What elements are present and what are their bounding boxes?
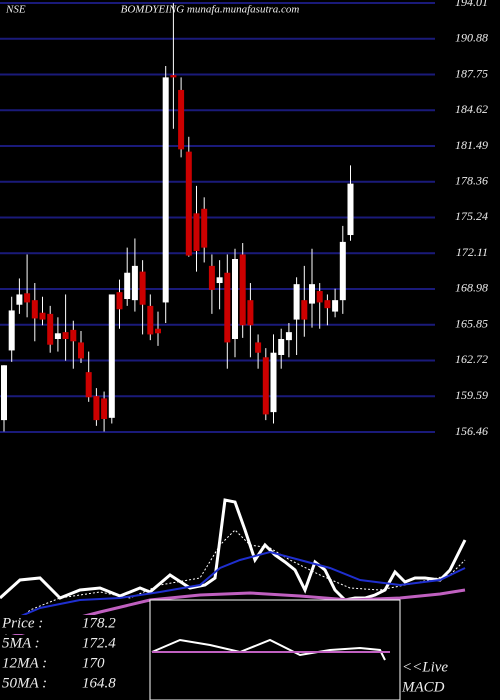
grid: 194.01 190.88 187.75 184.62 181.49 178.36 175.… — [0, 0, 488, 438]
stat-background — [0, 675, 148, 694]
stat-label: Price : — [1, 615, 43, 631]
candle-body — [162, 77, 169, 303]
y-tick-label: 184.62 — [455, 102, 488, 116]
candle-body — [301, 300, 308, 320]
candle-body — [285, 332, 292, 341]
chart-title: BOMDYEING munafa.munafasutra.com — [121, 4, 300, 16]
candle-body — [147, 305, 154, 335]
stat-value: 172.4 — [82, 635, 116, 651]
y-tick-label: 187.75 — [455, 66, 488, 80]
indicator-signal — [0, 529, 466, 641]
candle-body — [85, 372, 92, 398]
candle-body — [208, 265, 215, 290]
stat-value: 164.8 — [82, 675, 116, 691]
candle-body — [324, 300, 331, 309]
candle-body — [185, 151, 192, 256]
stat-value: 170 — [82, 655, 105, 671]
stat-background — [0, 635, 148, 654]
candle-body — [8, 310, 15, 351]
candle-body — [39, 312, 46, 320]
candle-body — [224, 272, 231, 343]
y-tick-label: 162.72 — [455, 352, 488, 366]
macd-box — [149, 599, 401, 700]
macd-label: MACD — [401, 679, 445, 695]
stat-background — [0, 655, 148, 674]
candle-body — [255, 342, 262, 353]
candle-body — [239, 254, 246, 326]
y-tick-label: 178.36 — [455, 174, 488, 188]
candle-body — [293, 284, 300, 320]
candle-body — [170, 75, 177, 78]
candle-body — [347, 183, 354, 236]
y-tick-label: 159.59 — [455, 388, 488, 402]
candle-body — [309, 284, 315, 304]
candle-body — [270, 352, 277, 413]
stat-label: 50MA : — [2, 675, 47, 691]
candle-body — [131, 265, 138, 301]
candle-body — [93, 396, 100, 421]
candle-body — [155, 328, 161, 334]
candle-body — [178, 89, 185, 150]
candle-body — [232, 259, 238, 340]
macd-line — [151, 638, 386, 661]
stat-background — [0, 615, 148, 634]
candle-body — [78, 342, 84, 359]
candle-body — [47, 313, 54, 345]
indicator-line — [0, 498, 467, 602]
candle-body — [24, 293, 31, 303]
candle-body — [262, 357, 269, 415]
candle-body — [16, 294, 23, 305]
candle-body — [108, 294, 115, 418]
stat-label: 12MA : — [2, 655, 47, 671]
stat-value: 178.2 — [82, 615, 116, 631]
candle-body — [278, 339, 285, 355]
y-tick-label: 175.24 — [455, 209, 488, 223]
candle-body — [31, 300, 38, 319]
y-tick-label: 181.49 — [455, 138, 488, 152]
y-tick-label: 165.85 — [455, 316, 488, 330]
candle-body — [193, 213, 200, 252]
candle-body — [339, 241, 346, 301]
y-tick-label: 156.46 — [455, 424, 488, 438]
candle-body — [332, 300, 339, 312]
candle-body — [216, 277, 223, 284]
candle-body — [116, 292, 123, 310]
y-tick-label: 190.88 — [455, 31, 488, 45]
candle-body — [70, 329, 77, 342]
y-tick-label: 172.11 — [456, 245, 488, 259]
stat-label: 5MA : — [2, 635, 40, 651]
candle-body — [1, 365, 7, 421]
candle-body — [201, 208, 208, 248]
y-tick-label: 168.98 — [455, 281, 488, 295]
candle-body — [139, 271, 146, 305]
y-tick-label: 194.01 — [455, 0, 488, 9]
candle-body — [62, 332, 69, 340]
candles — [1, 3, 354, 432]
candle-body — [124, 272, 131, 300]
candle-body — [247, 300, 254, 326]
macd-label: <<Live — [402, 659, 448, 675]
candle-body — [101, 398, 108, 419]
exchange: NSE — [5, 4, 26, 16]
stats: Price : 178.2 5MA : 172.4 12MA : 170 50MA : 164… — [0, 615, 148, 694]
candle-body — [316, 291, 323, 303]
indicator-average — [0, 550, 466, 626]
candle-body — [54, 333, 61, 340]
